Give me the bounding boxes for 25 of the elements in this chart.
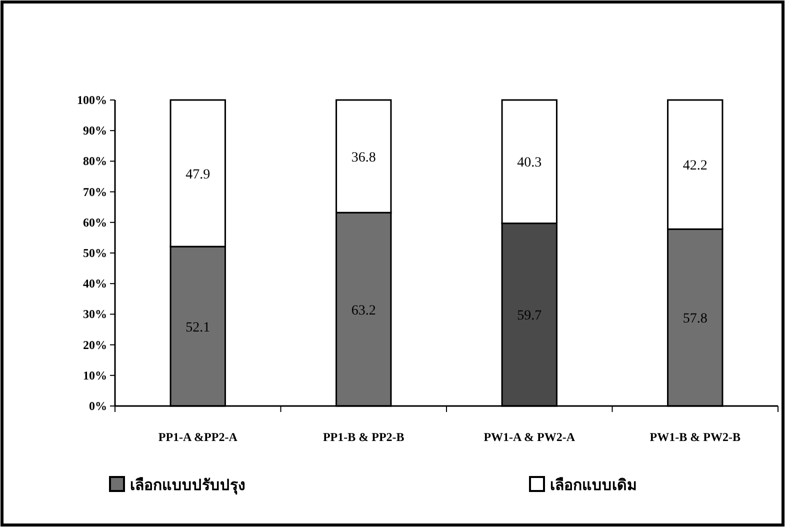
data-label: 57.8 (682, 312, 708, 327)
y-tick-label: 80% (83, 154, 107, 168)
y-tick-label: 10% (83, 368, 107, 382)
y-tick-label: 100% (77, 93, 107, 107)
data-label: 59.7 (517, 308, 542, 324)
x-tick-label: PW1-A & PW2-A (484, 430, 576, 444)
y-tick-label: 0% (89, 399, 107, 413)
x-tick-label: PP1-B & PP2-B (322, 430, 404, 444)
y-tick-label: 50% (83, 246, 107, 260)
y-tick-label: 20% (83, 338, 107, 352)
x-tick-label: PW1-B & PW2-B (650, 430, 740, 444)
y-tick-label: 30% (83, 307, 107, 322)
y-tick-label: 90% (83, 124, 107, 138)
legend-label: เลือกแบบปรับปรุง (130, 476, 245, 495)
y-tick-label: 70% (83, 184, 107, 199)
data-label: 42.2 (682, 158, 708, 174)
legend-label: เลือกแบบเดิม (550, 476, 637, 494)
x-tick-label: PP1-A &PP2-A (158, 430, 238, 444)
data-label: 36.8 (351, 150, 376, 166)
data-label: 63.2 (351, 303, 376, 318)
data-label: 47.9 (186, 167, 210, 182)
data-label: 40.3 (517, 156, 542, 171)
y-tick-label: 60% (83, 215, 107, 230)
y-tick-label: 40% (83, 276, 107, 291)
data-label: 52.1 (186, 320, 210, 336)
